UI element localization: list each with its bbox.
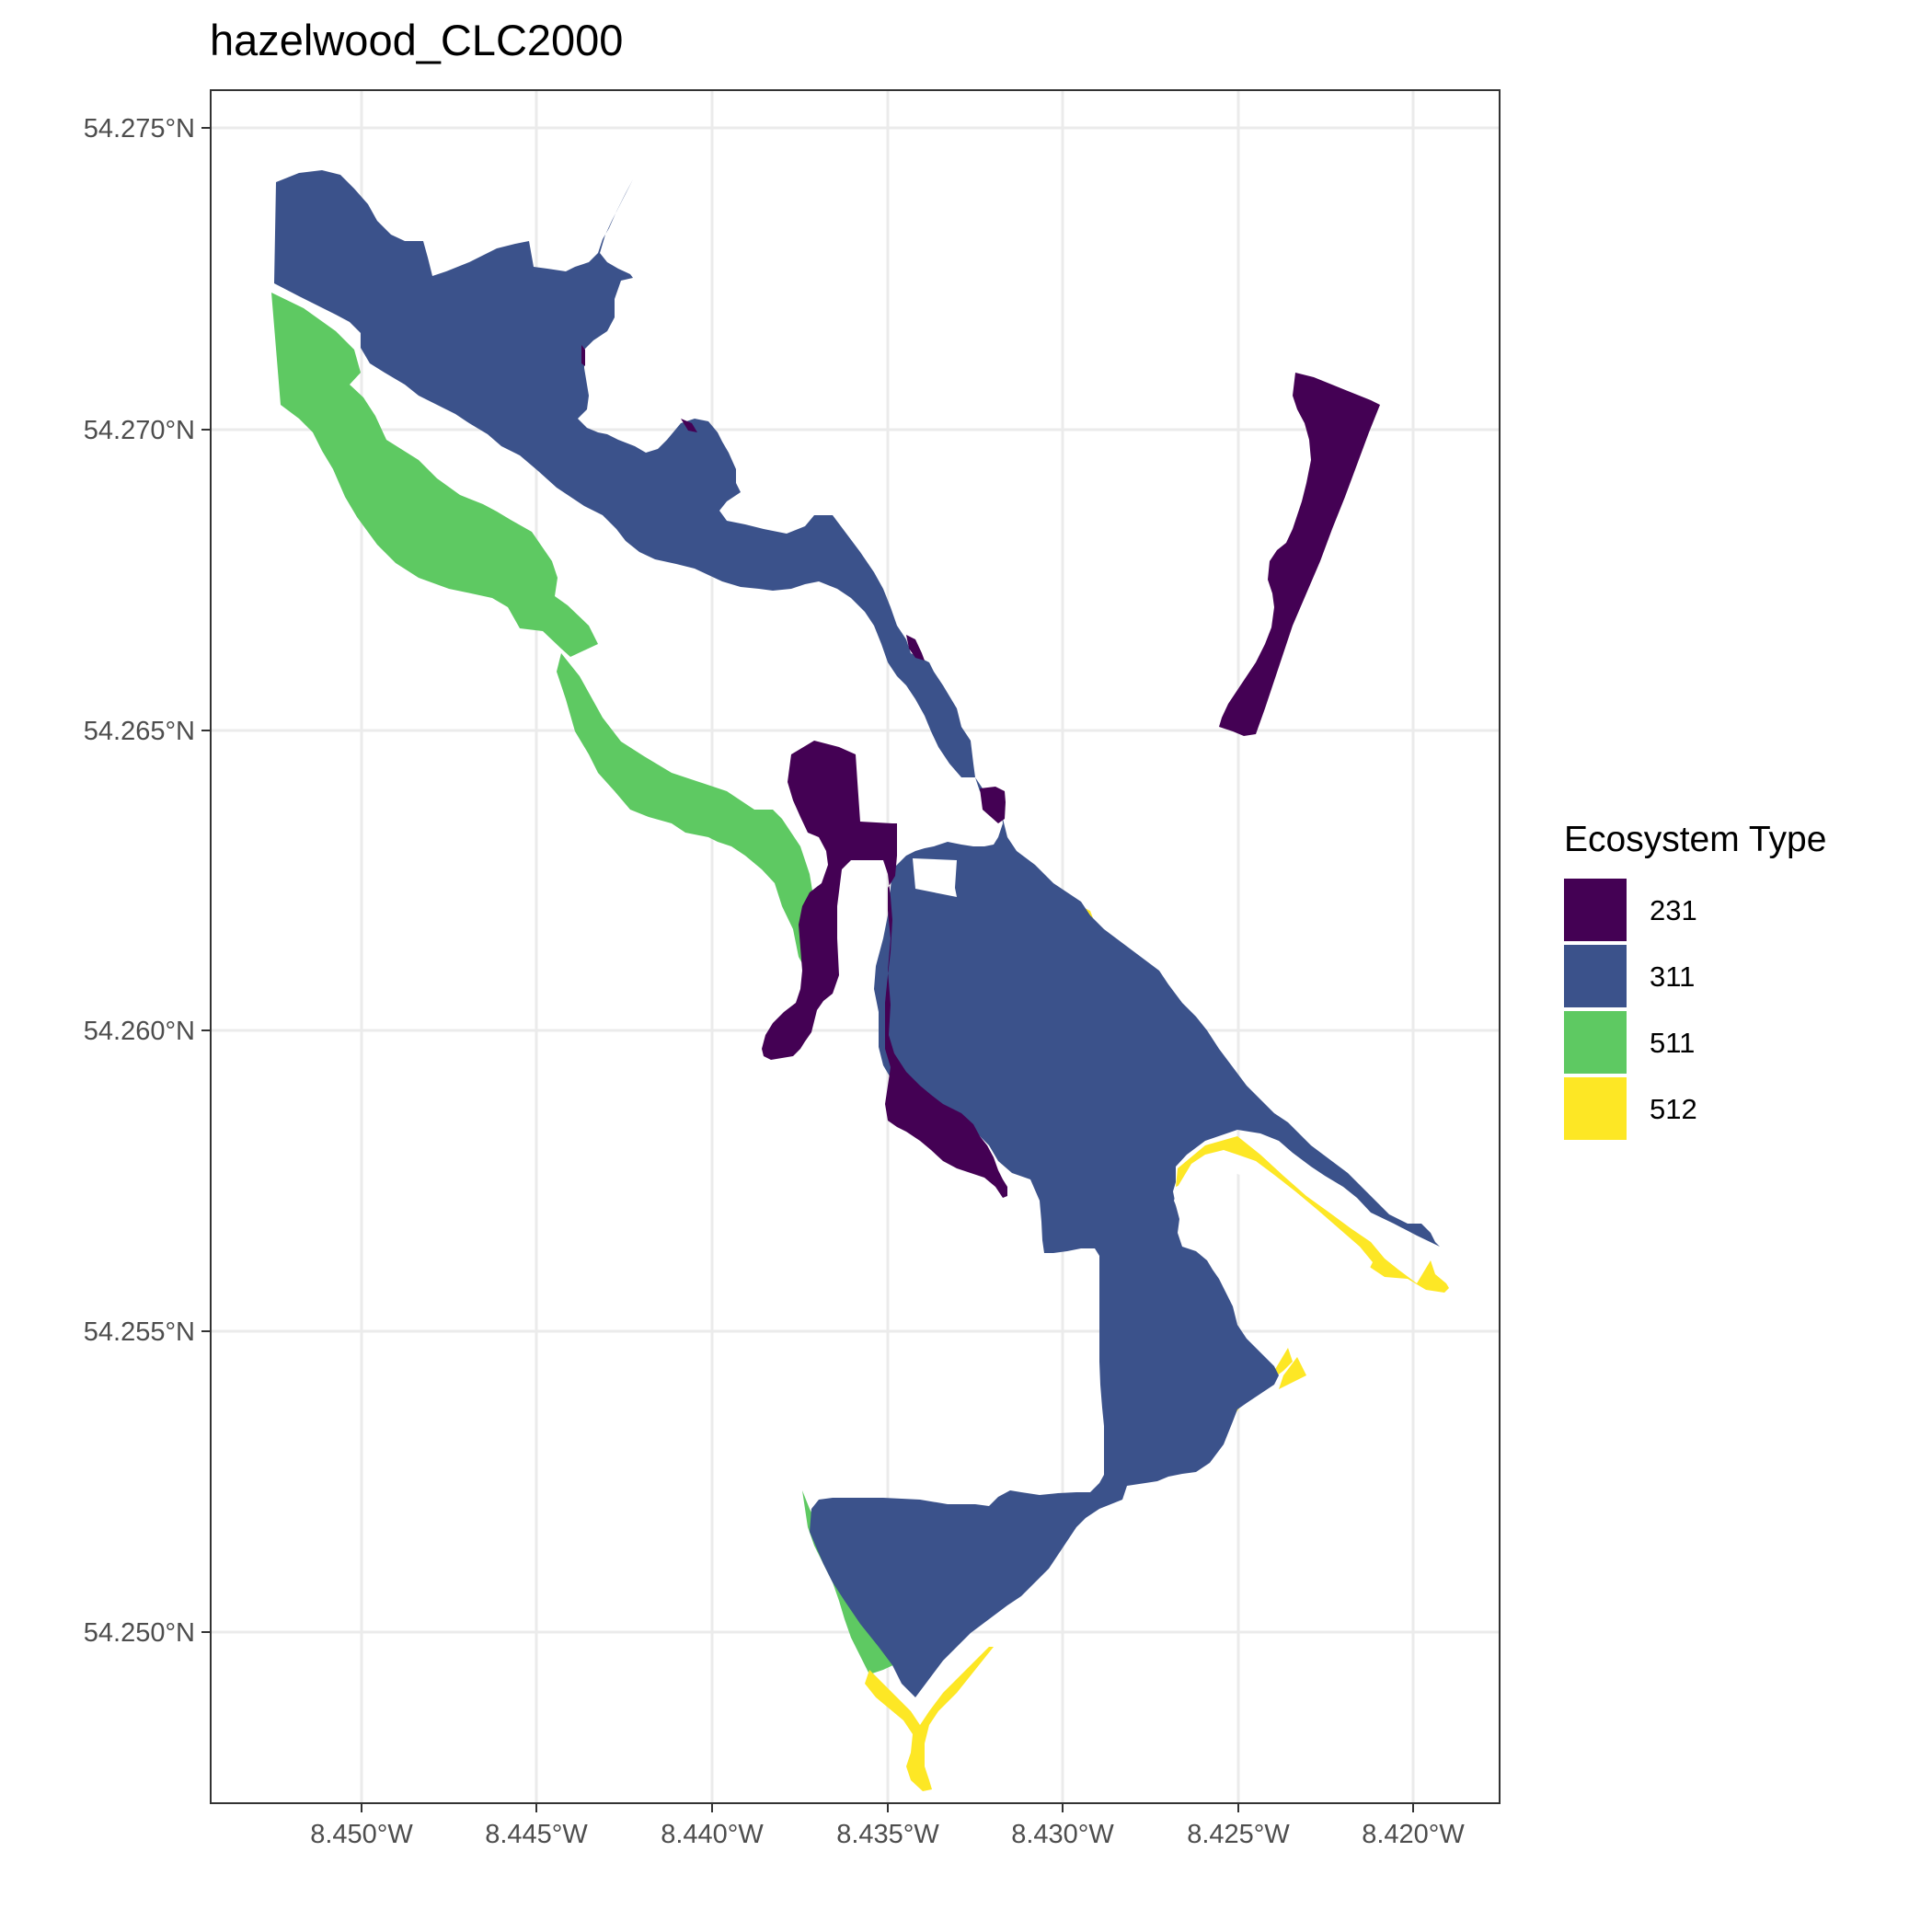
- y-tick-label: 54.255°N: [84, 1317, 195, 1347]
- polygon-511-northwest-shore: [271, 293, 598, 657]
- legend-swatch-311: [1564, 945, 1627, 1007]
- polygon-231-tiny-sliver: [581, 345, 585, 366]
- y-tick-label: 54.250°N: [84, 1618, 195, 1648]
- legend-label-512: 512: [1650, 1093, 1697, 1125]
- polygon-gap-white-central: [913, 858, 957, 897]
- polygon-231-tall-northeast: [1219, 373, 1380, 736]
- x-axis: 8.450°W 8.445°W 8.440°W 8.435°W 8.430°W 8.425…: [310, 1803, 1465, 1849]
- panel-border: [210, 89, 1501, 1804]
- x-tick-label: 8.420°W: [1362, 1820, 1465, 1849]
- y-tick-label: 54.270°N: [84, 416, 195, 445]
- y-tick-label: 54.265°N: [84, 717, 195, 746]
- legend-label-311: 311: [1650, 960, 1695, 993]
- legend: Ecosystem Type 231 311 511 512: [1564, 820, 1826, 1140]
- legend-swatch-511: [1564, 1011, 1627, 1074]
- x-tick-label: 8.450°W: [310, 1820, 413, 1849]
- legend-label-511: 511: [1650, 1027, 1695, 1059]
- legend-swatch-512: [1564, 1077, 1627, 1140]
- x-tick-label: 8.445°W: [485, 1820, 588, 1849]
- polygon-311-main-forest: [274, 170, 1440, 1697]
- y-tick-label: 54.275°N: [84, 114, 195, 144]
- legend-swatch-231: [1564, 879, 1627, 941]
- x-tick-label: 8.435°W: [836, 1820, 939, 1849]
- x-tick-label: 8.430°W: [1011, 1820, 1114, 1849]
- legend-label-231: 231: [1650, 894, 1697, 926]
- land-cover-polygons: [271, 170, 1449, 1791]
- map-title: hazelwood_CLC2000: [210, 16, 623, 64]
- x-tick-label: 8.440°W: [661, 1820, 764, 1849]
- polygon-231-tiny-north: [681, 419, 697, 432]
- polygon-231-small-east: [980, 787, 1006, 823]
- polygon-512-east-shore: [1176, 1136, 1449, 1293]
- polygon-512-south-tip: [865, 1647, 994, 1791]
- x-tick-label: 8.425°W: [1187, 1820, 1290, 1849]
- legend-title: Ecosystem Type: [1564, 820, 1826, 859]
- polygon-512-southeast-bank: [1279, 1357, 1306, 1389]
- y-tick-label: 54.260°N: [84, 1017, 195, 1046]
- y-axis: 54.275°N 54.270°N 54.265°N 54.260°N 54.255°N…: [84, 114, 211, 1648]
- polygon-511-central-strip: [557, 653, 823, 977]
- polygon-231-central: [762, 741, 1007, 1198]
- polygon-231-small-west: [906, 635, 925, 661]
